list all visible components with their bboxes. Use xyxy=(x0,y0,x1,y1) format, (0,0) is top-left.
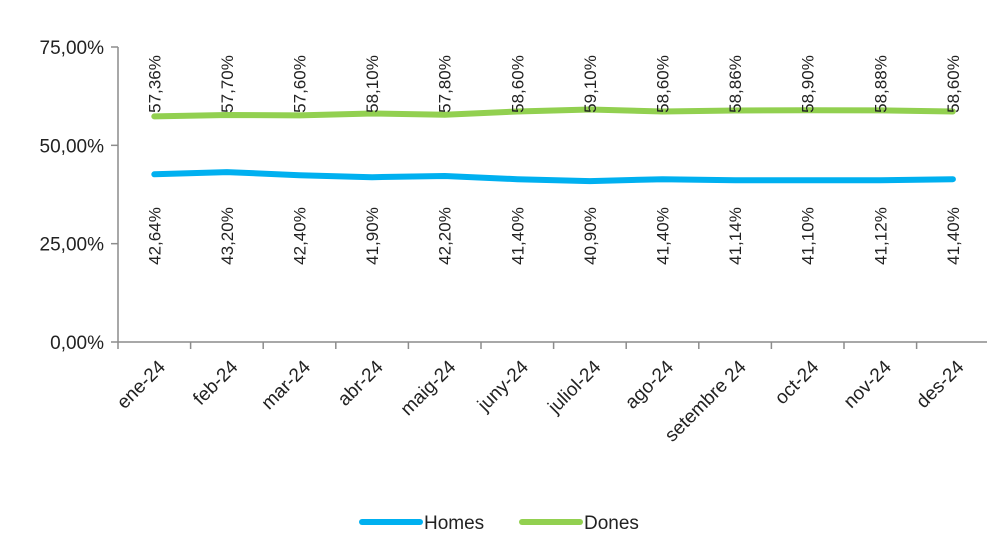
data-label-homes: 42,64% xyxy=(145,207,164,265)
data-label-dones: 58,90% xyxy=(799,55,818,113)
data-labels: 42,64% 43,20% 42,40% 41,90% 42,20% 41,40% 40,9… xyxy=(145,55,963,265)
data-label-homes: 42,20% xyxy=(436,207,455,265)
x-tick-label: ago-24 xyxy=(621,356,678,413)
data-label-homes: 41,90% xyxy=(363,207,382,265)
x-tick-label: des-24 xyxy=(912,356,968,412)
y-tick-label: 25,00% xyxy=(40,235,105,256)
x-tick-label: maig-24 xyxy=(397,356,461,420)
x-axis: ene-24 feb-24 mar-24 abr-24 maig-24 juny-24 ju… xyxy=(113,341,987,446)
data-label-homes: 41,40% xyxy=(944,207,963,265)
data-label-dones: 57,60% xyxy=(291,55,310,113)
series-line-homes xyxy=(151,169,956,185)
y-tick-label: 75,00% xyxy=(40,38,105,59)
legend-label-dones: Dones xyxy=(584,513,639,534)
data-label-dones: 57,80% xyxy=(436,55,455,113)
data-label-homes: 41,12% xyxy=(871,207,890,265)
data-label-dones: 58,86% xyxy=(726,55,745,113)
data-label-dones: 57,36% xyxy=(145,55,164,113)
data-label-dones: 58,10% xyxy=(363,55,382,113)
data-label-dones: 59,10% xyxy=(581,55,600,113)
legend-label-homes: Homes xyxy=(424,513,484,534)
data-label-homes: 41,40% xyxy=(508,207,527,265)
data-label-homes: 40,90% xyxy=(581,207,600,265)
legend: Homes Dones xyxy=(359,513,639,534)
data-label-homes: 42,40% xyxy=(291,207,310,265)
data-label-dones: 57,70% xyxy=(218,55,237,113)
y-tick-label: 0,00% xyxy=(50,333,104,354)
series-lines xyxy=(151,106,956,185)
data-label-dones: 58,60% xyxy=(654,55,673,113)
data-label-dones: 58,60% xyxy=(508,55,527,113)
data-label-homes: 41,40% xyxy=(654,207,673,265)
data-label-homes: 41,10% xyxy=(799,207,818,265)
y-tick-label: 50,00% xyxy=(40,136,105,157)
data-label-dones: 58,88% xyxy=(871,55,890,113)
series-line-dones xyxy=(151,106,956,120)
data-label-dones: 58,60% xyxy=(944,55,963,113)
data-label-homes: 43,20% xyxy=(218,207,237,265)
y-axis: 0,00% 25,00% 50,00% 75,00% xyxy=(40,38,119,354)
x-tick-label: nov-24 xyxy=(840,356,896,412)
x-tick-label: feb-24 xyxy=(189,356,242,409)
x-tick-label: abr-24 xyxy=(334,356,388,410)
x-tick-label: juliol-24 xyxy=(544,356,606,418)
x-tick-label: oct-24 xyxy=(771,356,823,408)
x-tick-label: juny-24 xyxy=(473,356,533,416)
x-tick-label: mar-24 xyxy=(258,356,316,414)
x-tick-label: ene-24 xyxy=(113,356,170,413)
data-label-homes: 41,14% xyxy=(726,207,745,265)
